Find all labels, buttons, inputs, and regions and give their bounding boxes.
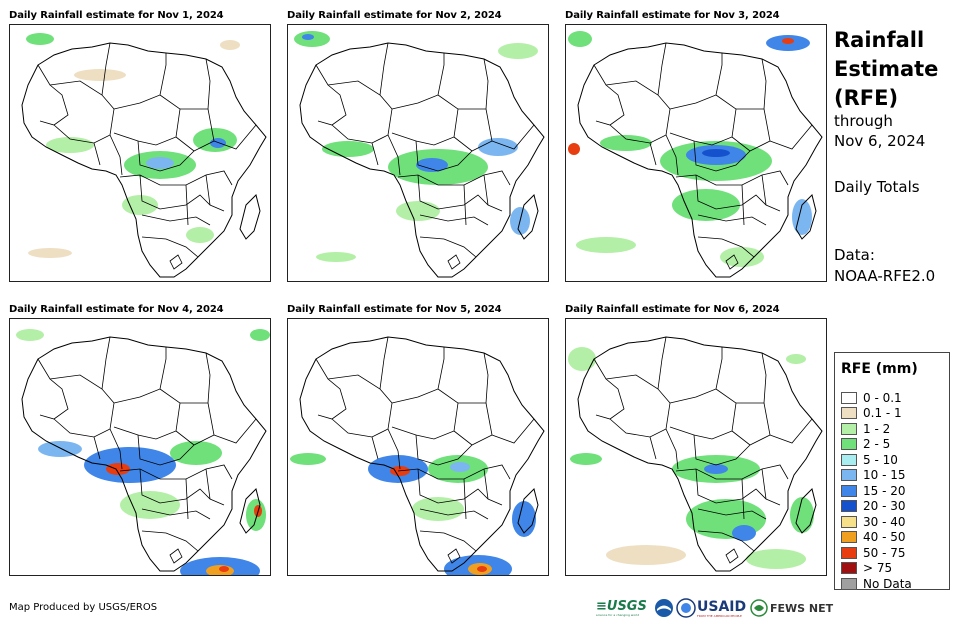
rainfall-map — [287, 318, 549, 576]
map-title: Daily Rainfall estimate for Nov 6, 2024 — [565, 304, 780, 315]
rain-field — [294, 31, 538, 262]
legend-item: > 75 — [841, 558, 893, 575]
legend-label: > 75 — [863, 561, 893, 575]
commerce-seal-icon — [676, 598, 696, 618]
legend-item: 0 - 0.1 — [841, 387, 902, 405]
rain-field — [568, 31, 812, 267]
legend-item: 5 - 10 — [841, 449, 898, 467]
legend-swatch — [841, 391, 857, 404]
usgs-logo: ≡USGS — [596, 599, 647, 614]
usgs-tagline: science for a changing world — [596, 613, 640, 617]
legend-label: 2 - 5 — [863, 437, 891, 451]
fews-globe-icon — [750, 599, 768, 617]
legend-label: 15 - 20 — [863, 483, 906, 498]
fews-net-logo: FEWS NET — [770, 602, 834, 615]
map-title: Daily Rainfall estimate for Nov 1, 2024 — [9, 10, 224, 21]
map-panel-nov-1: Daily Rainfall estimate for Nov 1, 2024 — [9, 10, 271, 282]
through-date: Nov 6, 2024 — [834, 132, 926, 150]
map-title: Daily Rainfall estimate for Nov 5, 2024 — [287, 304, 502, 315]
legend-swatch — [841, 407, 857, 419]
map-panel-nov-5: Daily Rainfall estimate for Nov 5, 2024 — [287, 304, 549, 576]
map-title: Daily Rainfall estimate for Nov 3, 2024 — [565, 10, 780, 21]
legend-swatch — [841, 562, 857, 574]
legend-swatch — [841, 531, 857, 543]
product-title-line: Estimate — [834, 57, 939, 81]
rain-field — [290, 453, 536, 575]
legend-item: 2 - 5 — [841, 434, 891, 451]
legend-label: 1 - 2 — [863, 421, 891, 436]
rainfall-map — [9, 318, 271, 576]
legend-item: 10 - 15 — [841, 465, 906, 482]
legend-swatch — [841, 515, 857, 528]
rainfall-map — [565, 24, 827, 282]
legend-swatch — [841, 453, 857, 466]
legend-label: 50 - 75 — [863, 545, 906, 560]
rainfall-map — [287, 24, 549, 282]
legend-label: 0.1 - 1 — [863, 406, 902, 420]
legend-swatch — [841, 422, 857, 435]
data-label: Data: — [834, 246, 875, 264]
legend-label: 20 - 30 — [863, 499, 906, 513]
period-label: Daily Totals — [834, 178, 920, 196]
map-title: Daily Rainfall estimate for Nov 4, 2024 — [9, 304, 224, 315]
legend-label: 0 - 0.1 — [863, 390, 902, 405]
through-label: through — [834, 112, 893, 130]
map-panel-nov-2: Daily Rainfall estimate for Nov 2, 2024 — [287, 10, 549, 282]
legend-item: 0.1 - 1 — [841, 403, 902, 420]
legend-item: 40 - 50 — [841, 527, 906, 544]
partner-logos: ≡USGS science for a changing world USAID… — [596, 598, 833, 618]
map-panel-nov-6: Daily Rainfall estimate for Nov 6, 2024 — [565, 304, 827, 576]
noaa-logo-icon — [655, 599, 673, 617]
rainfall-map — [565, 318, 827, 576]
legend-swatch — [841, 546, 857, 559]
map-panel-nov-4: Daily Rainfall estimate for Nov 4, 2024 — [9, 304, 271, 576]
legend-label: No Data — [863, 576, 912, 591]
rain-field — [568, 347, 814, 569]
legend-item: 15 - 20 — [841, 480, 906, 498]
legend-item: 50 - 75 — [841, 542, 906, 560]
legend-label: 5 - 10 — [863, 452, 898, 467]
legend-label: 10 - 15 — [863, 468, 906, 482]
legend-item: 30 - 40 — [841, 511, 906, 529]
usaid-tagline: FROM THE AMERICAN PEOPLE — [697, 614, 742, 618]
usaid-logo: USAID — [697, 599, 747, 615]
product-title-line: (RFE) — [834, 86, 899, 110]
legend-swatch — [841, 577, 857, 590]
legend-swatch — [841, 438, 857, 450]
map-panel-nov-3: Daily Rainfall estimate for Nov 3, 2024 — [565, 10, 827, 282]
rainfall-map — [9, 24, 271, 282]
legend-item: 1 - 2 — [841, 418, 891, 436]
legend-title: RFE (mm) — [841, 361, 918, 377]
legend-swatch — [841, 469, 857, 481]
data-source: NOAA-RFE2.0 — [834, 267, 936, 285]
credit-text: Map Produced by USGS/EROS — [9, 602, 158, 613]
map-title: Daily Rainfall estimate for Nov 2, 2024 — [287, 10, 502, 21]
legend-label: 30 - 40 — [863, 514, 906, 529]
product-title-line: Rainfall — [834, 28, 925, 52]
product-title: Rainfall Estimate (RFE) — [834, 26, 964, 113]
legend-swatch — [841, 500, 857, 512]
legend-item: No Data — [841, 573, 912, 591]
legend-item: 20 - 30 — [841, 496, 906, 513]
legend-label: 40 - 50 — [863, 530, 906, 544]
rain-field — [16, 329, 270, 575]
legend-swatch — [841, 484, 857, 497]
